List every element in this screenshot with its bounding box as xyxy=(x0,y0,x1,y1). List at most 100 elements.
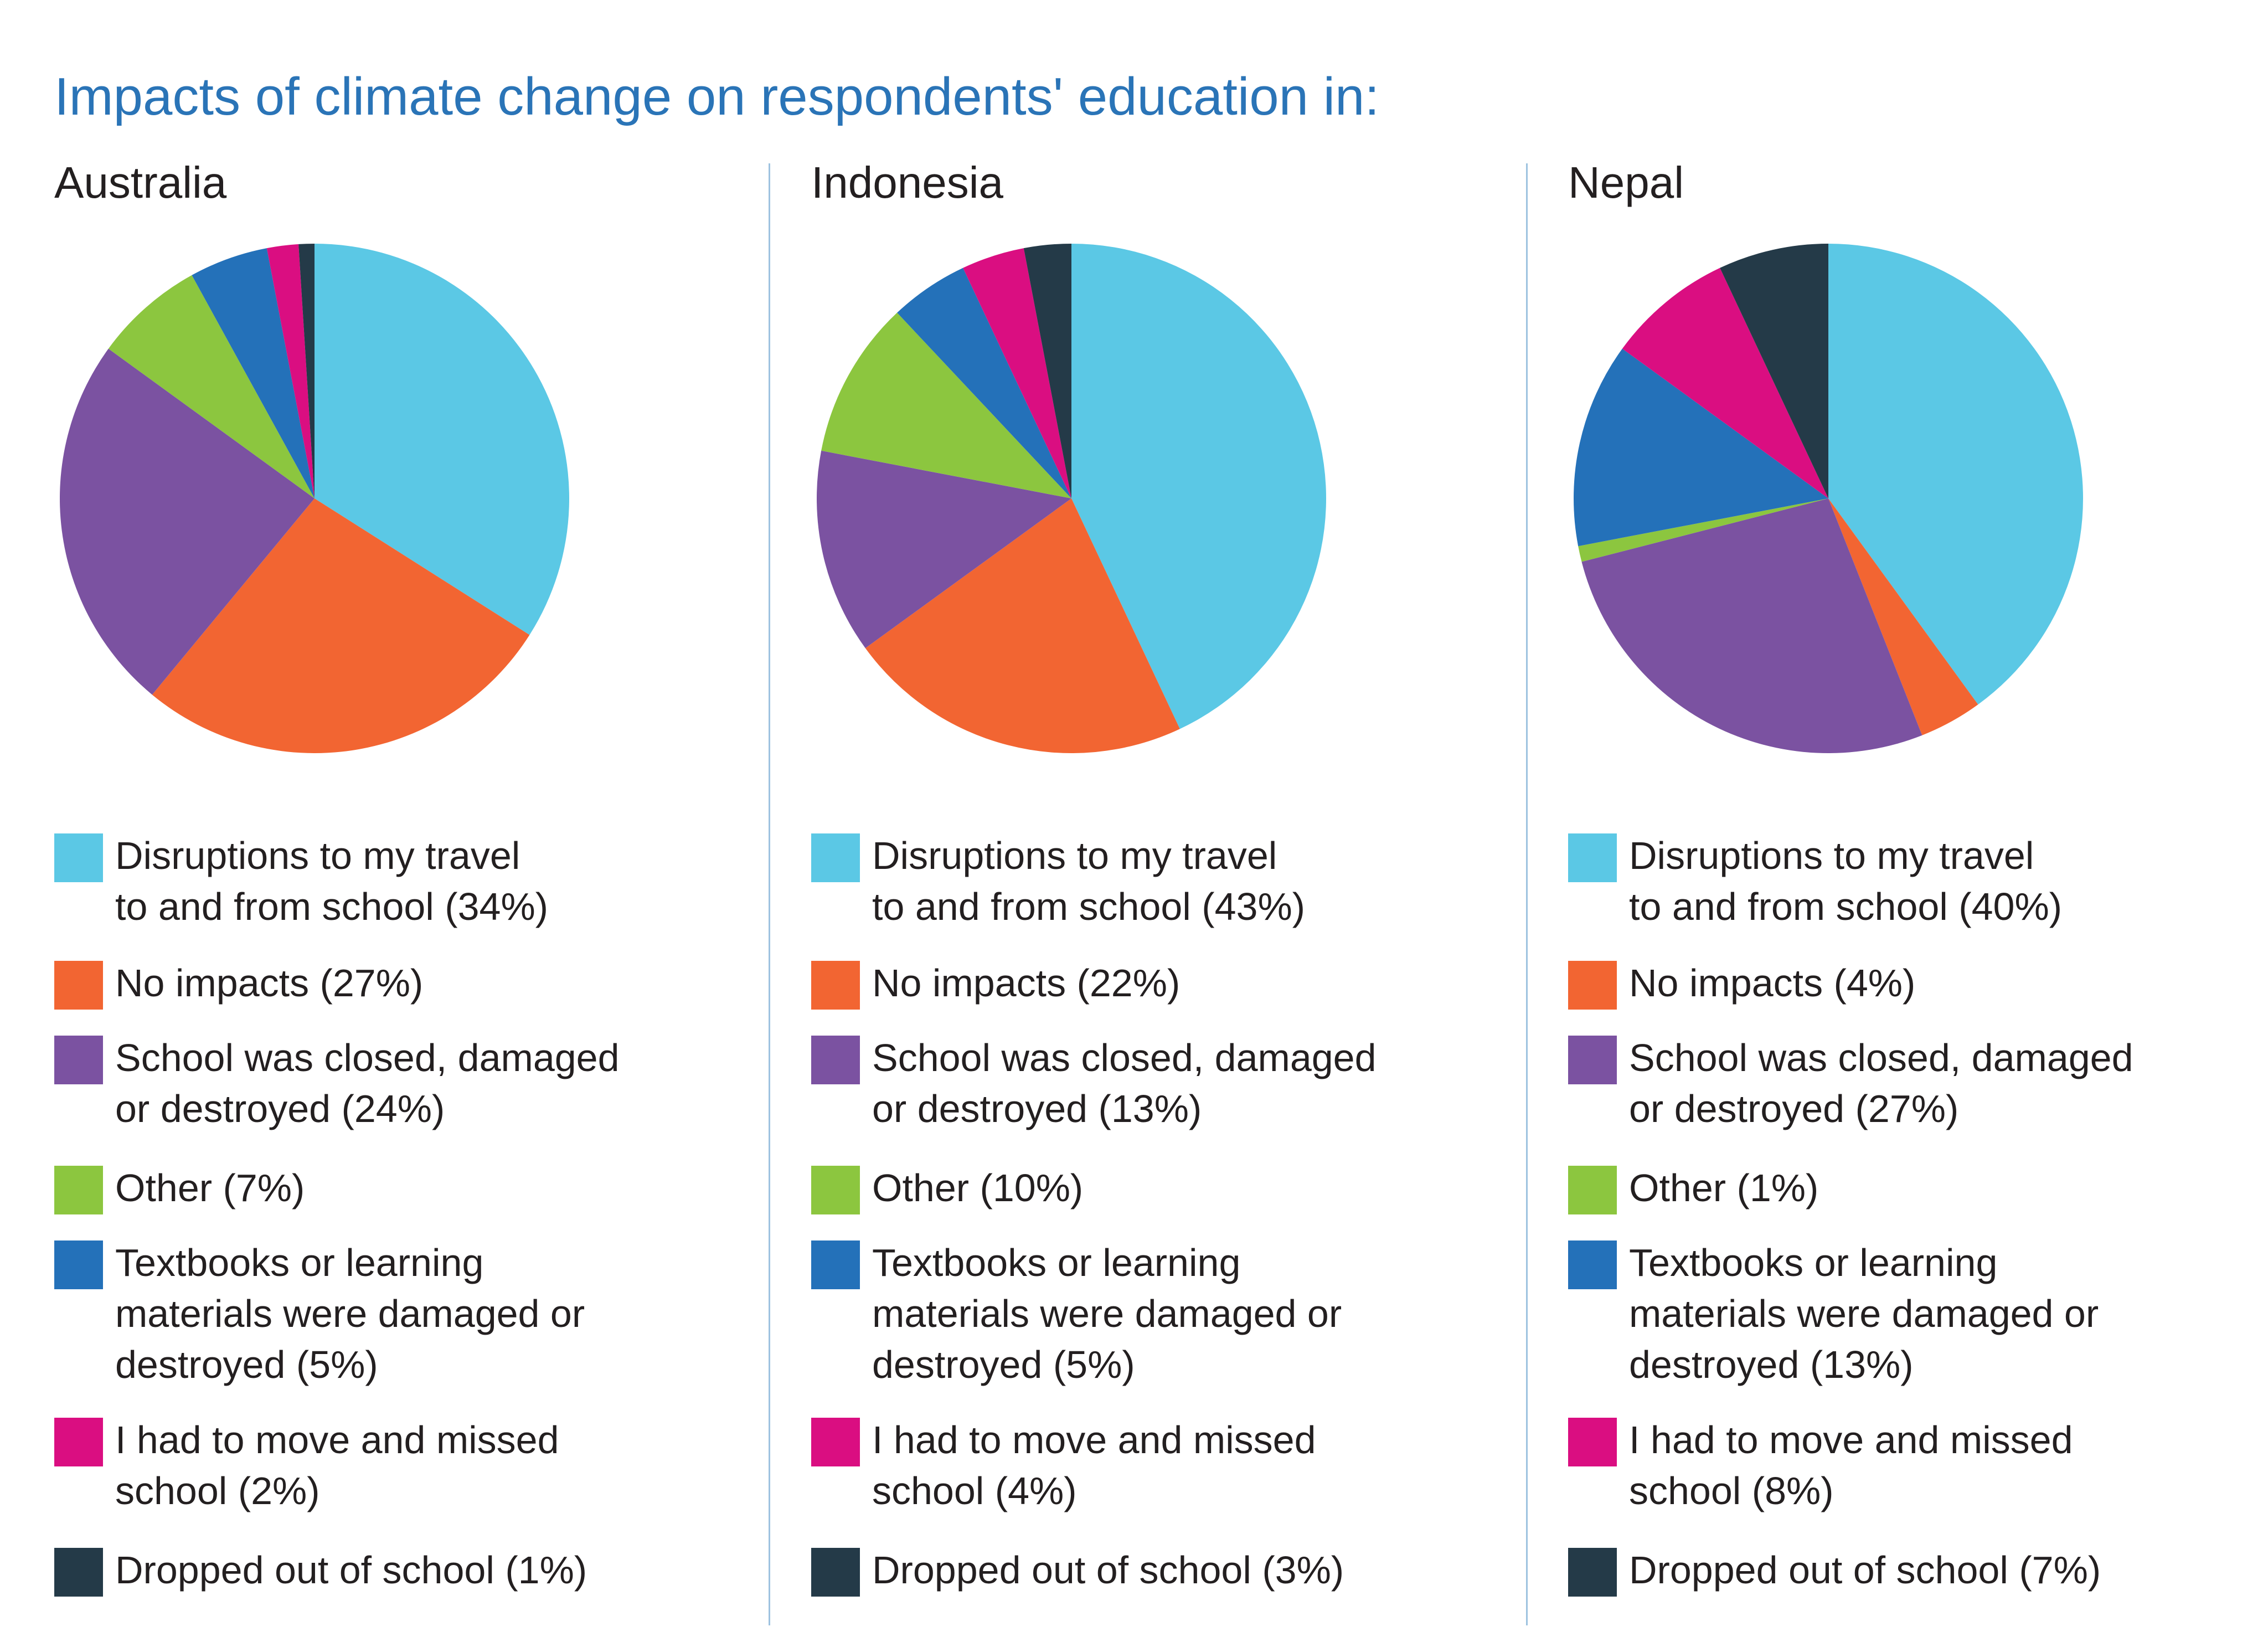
legend-label-line: or destroyed (24%) xyxy=(115,1087,445,1130)
legend-label-line: Other (10%) xyxy=(872,1166,1084,1209)
legend-swatch xyxy=(811,961,860,1010)
legend-swatch xyxy=(54,961,103,1010)
legend-label-line: to and from school (40%) xyxy=(1629,885,2063,928)
legend-swatch xyxy=(54,1166,103,1214)
legend-label: Other (7%) xyxy=(115,1162,713,1213)
legend-label-line: Textbooks or learning xyxy=(872,1241,1241,1284)
pie-slice-other xyxy=(821,312,1071,498)
pie-slice-textbooks xyxy=(1574,348,1828,547)
country-title: Nepal xyxy=(1568,158,1684,207)
pie-slice-school-closed xyxy=(59,348,315,695)
legend-label: Textbooks or learning materials were dama… xyxy=(872,1237,1470,1390)
pie-chart xyxy=(1574,244,2084,754)
legend-label-line: Textbooks or learning xyxy=(1629,1241,1998,1284)
legend-label-line: school (2%) xyxy=(115,1469,320,1512)
legend-label-line: No impacts (22%) xyxy=(872,961,1181,1005)
legend-label-line: Disruptions to my travel xyxy=(115,834,520,877)
pie-slice-textbooks xyxy=(897,267,1071,498)
pie-panel-australia: Australia Disruptions to my travel to and … xyxy=(54,0,774,1642)
legend-swatch xyxy=(54,1548,103,1597)
pie-panel-nepal: Nepal Disruptions to my travel to and from… xyxy=(1568,0,2268,1642)
legend-label-line: destroyed (13%) xyxy=(1629,1343,1914,1386)
legend-label: School was closed, damaged or destroyed (… xyxy=(1629,1032,2227,1134)
legend-swatch xyxy=(811,1548,860,1597)
pie-slice-dropped xyxy=(1023,244,1071,498)
legend-label-line: materials were damaged or xyxy=(115,1292,585,1335)
legend-label-line: to and from school (34%) xyxy=(115,885,549,928)
legend-label: Disruptions to my travel to and from scho… xyxy=(872,830,1470,932)
pie-slice-travel xyxy=(1071,244,1327,729)
legend-swatch xyxy=(54,1036,103,1084)
legend-label-line: materials were damaged or xyxy=(1629,1292,2099,1335)
pie-slice-moved xyxy=(963,248,1071,498)
legend-swatch xyxy=(811,1036,860,1084)
pie-slice-no-impacts xyxy=(865,498,1180,754)
legend-label-line: Disruptions to my travel xyxy=(1629,834,2034,877)
legend-swatch xyxy=(1568,1240,1617,1289)
legend-swatch xyxy=(811,1166,860,1214)
legend-label-line: Other (1%) xyxy=(1629,1166,1819,1209)
pie-slice-travel xyxy=(1828,244,2084,705)
legend-label-line: No impacts (27%) xyxy=(115,961,424,1005)
legend-label-line: School was closed, damaged xyxy=(115,1036,620,1079)
legend-label-line: Dropped out of school (1%) xyxy=(115,1548,587,1592)
legend-swatch xyxy=(1568,1166,1617,1214)
legend-label: School was closed, damaged or destroyed (… xyxy=(115,1032,713,1134)
pie-slice-dropped xyxy=(1720,244,1828,498)
legend-label: Other (1%) xyxy=(1629,1162,2227,1213)
legend-label: Dropped out of school (7%) xyxy=(1629,1545,2227,1595)
country-title: Australia xyxy=(54,158,227,207)
pie-slice-school-closed xyxy=(1581,498,1922,754)
legend-swatch xyxy=(1568,1548,1617,1597)
legend-label-line: Dropped out of school (7%) xyxy=(1629,1548,2101,1592)
pie-chart xyxy=(817,244,1327,754)
legend-label: No impacts (27%) xyxy=(115,958,713,1008)
legend-label-line: No impacts (4%) xyxy=(1629,961,1916,1005)
pie-slice-school-closed xyxy=(817,450,1071,648)
legend-label-line: Disruptions to my travel xyxy=(872,834,1277,877)
legend-label: No impacts (22%) xyxy=(872,958,1470,1008)
legend-label-line: I had to move and missed xyxy=(115,1418,559,1461)
legend-label-line: destroyed (5%) xyxy=(872,1343,1135,1386)
legend-swatch xyxy=(54,833,103,882)
pie-slice-travel xyxy=(315,244,569,635)
legend-label: School was closed, damaged or destroyed (… xyxy=(872,1032,1470,1134)
legend-label-line: Textbooks or learning xyxy=(115,1241,484,1284)
legend-label-line: or destroyed (27%) xyxy=(1629,1087,1959,1130)
legend-label: No impacts (4%) xyxy=(1629,958,2227,1008)
legend-label: Textbooks or learning materials were dama… xyxy=(1629,1237,2227,1390)
legend-swatch xyxy=(811,833,860,882)
pie-slice-moved xyxy=(266,244,315,498)
legend-label: Other (10%) xyxy=(872,1162,1470,1213)
legend-label-line: School was closed, damaged xyxy=(1629,1036,2133,1079)
pie-slice-other xyxy=(1578,498,1828,562)
chart-title: Impacts of climate change on respondents… xyxy=(54,67,1380,126)
legend-label-line: to and from school (43%) xyxy=(872,885,1306,928)
legend-swatch xyxy=(1568,961,1617,1010)
legend-label: I had to move and missed school (8%) xyxy=(1629,1414,2227,1516)
pie-slice-textbooks xyxy=(192,248,315,498)
legend-label-line: I had to move and missed xyxy=(1629,1418,2073,1461)
panel-divider xyxy=(769,163,770,1625)
pie-slice-dropped xyxy=(298,244,315,498)
legend-swatch xyxy=(1568,1036,1617,1084)
country-title: Indonesia xyxy=(811,158,1003,207)
legend-label-line: Dropped out of school (3%) xyxy=(872,1548,1344,1592)
pie-panel-indonesia: Indonesia Disruptions to my travel to and … xyxy=(811,0,1531,1642)
panel-divider xyxy=(1526,163,1528,1625)
legend-label-line: School was closed, damaged xyxy=(872,1036,1377,1079)
legend-swatch xyxy=(1568,833,1617,882)
pie-slice-other xyxy=(108,275,315,498)
legend-label-line: or destroyed (13%) xyxy=(872,1087,1202,1130)
legend-label: Disruptions to my travel to and from scho… xyxy=(1629,830,2227,932)
pie-slice-no-impacts xyxy=(152,498,530,754)
legend-label: Textbooks or learning materials were dama… xyxy=(115,1237,713,1390)
legend-swatch xyxy=(811,1240,860,1289)
legend-label: Disruptions to my travel to and from scho… xyxy=(115,830,713,932)
legend-label-line: destroyed (5%) xyxy=(115,1343,378,1386)
legend-label-line: materials were damaged or xyxy=(872,1292,1342,1335)
pie-slice-no-impacts xyxy=(1828,498,1978,735)
legend-label: Dropped out of school (1%) xyxy=(115,1545,713,1595)
legend-label: I had to move and missed school (4%) xyxy=(872,1414,1470,1516)
legend-label: Dropped out of school (3%) xyxy=(872,1545,1470,1595)
